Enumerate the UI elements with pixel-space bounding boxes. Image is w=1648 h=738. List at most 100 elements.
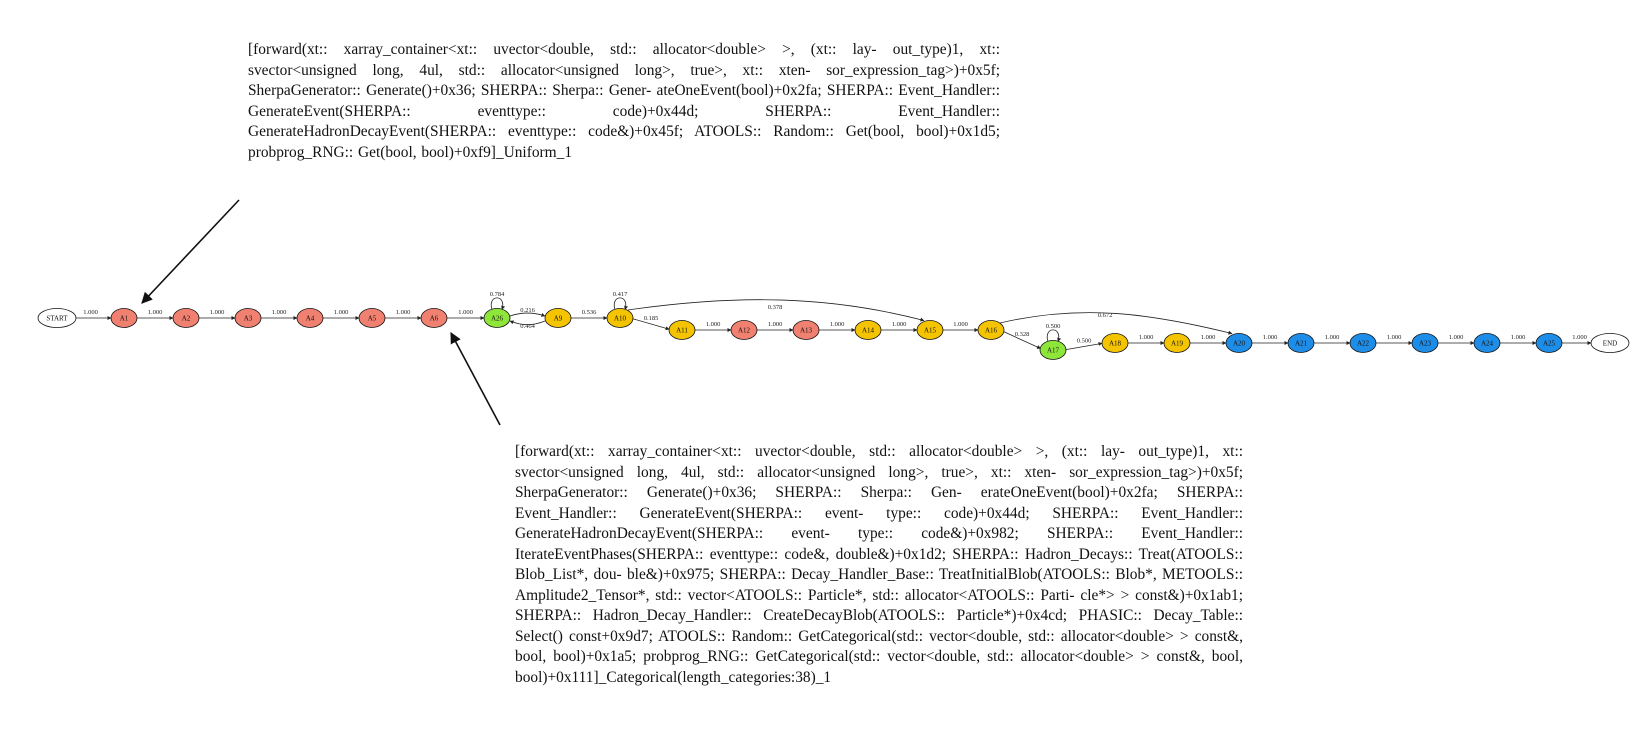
edge-probability-label: 1.000: [1263, 334, 1278, 341]
edge-A20-A21: 1.000: [1252, 334, 1289, 345]
node-ellipse: [1287, 333, 1315, 353]
edge-A26-A9: 0.216: [509, 307, 546, 317]
node-A3[interactable]: A3: [234, 308, 262, 328]
edge-probability-label: 0.536: [582, 309, 597, 316]
edge-A15-A16: 1.000: [943, 321, 979, 332]
node-A19[interactable]: A19: [1163, 333, 1191, 353]
edge-probability-label: 0.417: [613, 291, 628, 298]
node-label: A25: [1543, 340, 1556, 348]
pointer-arrow-top: [141, 199, 240, 304]
edge-probability-label: 1.000: [83, 309, 98, 316]
node-label: A10: [614, 315, 627, 323]
node-A15[interactable]: A15: [916, 320, 944, 340]
node-A26[interactable]: A26: [483, 308, 511, 328]
edge-A10-A10: 0.417: [613, 291, 628, 310]
edge-probability-label: 1.000: [1572, 334, 1587, 341]
node-ellipse: [1163, 333, 1191, 353]
node-A21[interactable]: A21: [1287, 333, 1315, 353]
edge-line: [999, 312, 1233, 335]
edge-A17-A18: 0.500: [1065, 338, 1103, 351]
edge-A10-A15: 0.378: [627, 299, 925, 322]
edge-A17-A17: 0.500: [1046, 323, 1062, 342]
edge-probability-label: 1.000: [1201, 334, 1216, 341]
node-A23[interactable]: A23: [1411, 333, 1439, 353]
edge-probability-label: 0.328: [1015, 331, 1030, 338]
node-label: A21: [1295, 340, 1308, 348]
node-label: A22: [1357, 340, 1370, 348]
edge-A2-A3: 1.000: [199, 309, 236, 320]
node-A20[interactable]: A20: [1225, 333, 1253, 353]
edge-A18-A19: 1.000: [1128, 334, 1165, 345]
node-label: A12: [738, 327, 751, 335]
node-A25[interactable]: A25: [1535, 333, 1563, 353]
edge-line: [490, 297, 506, 310]
edge-probability-label: 1.000: [1387, 334, 1402, 341]
node-A4[interactable]: A4: [296, 308, 324, 328]
node-A5[interactable]: A5: [358, 308, 386, 328]
edge-line: [627, 299, 925, 322]
edge-A21-A22: 1.000: [1314, 334, 1351, 345]
node-ellipse: [544, 308, 572, 328]
edge-probability-label: 0.500: [1077, 338, 1092, 345]
node-A18[interactable]: A18: [1101, 333, 1129, 353]
node-A11[interactable]: A11: [668, 320, 696, 340]
node-label: A18: [1109, 340, 1122, 348]
node-END[interactable]: END: [1590, 333, 1630, 353]
node-label: A19: [1171, 340, 1184, 348]
edge-probability-label: 0.464: [520, 323, 535, 330]
node-label: A11: [676, 327, 688, 335]
node-A9[interactable]: A9: [544, 308, 572, 328]
node-label: A16: [985, 327, 998, 335]
edge-probability-label: 0.216: [520, 307, 535, 314]
node-A13[interactable]: A13: [792, 320, 820, 340]
edge-A16-A20: 0.672: [999, 312, 1233, 335]
node-ellipse: [730, 320, 758, 340]
node-A24[interactable]: A24: [1473, 333, 1501, 353]
edge-A3-A4: 1.000: [261, 309, 298, 320]
node-A12[interactable]: A12: [730, 320, 758, 340]
node-ellipse: [483, 308, 511, 328]
node-label: START: [46, 315, 68, 323]
node-A6[interactable]: A6: [420, 308, 448, 328]
edge-probability-label: 1.000: [1511, 334, 1526, 341]
edge-A24-A25: 1.000: [1500, 334, 1537, 345]
node-ellipse: [1473, 333, 1501, 353]
edge-A9-A10: 0.536: [571, 309, 608, 320]
edge-probability-label: 0.185: [644, 315, 659, 322]
edge-A1-A2: 1.000: [137, 309, 174, 320]
edge-probability-label: 1.000: [892, 321, 907, 328]
node-ellipse: [358, 308, 386, 328]
edge-A25-END: 1.000: [1562, 334, 1592, 345]
node-A22[interactable]: A22: [1349, 333, 1377, 353]
edge-probability-label: 1.000: [1325, 334, 1340, 341]
edge-probability-label: 1.000: [334, 309, 349, 316]
edge-A5-A6: 1.000: [385, 309, 422, 320]
edge-line: [1065, 341, 1103, 351]
node-ellipse: [296, 308, 324, 328]
node-A2[interactable]: A2: [172, 308, 200, 328]
node-A17[interactable]: A17: [1039, 340, 1067, 360]
node-ellipse: [420, 308, 448, 328]
edge-A13-A14: 1.000: [819, 321, 856, 332]
node-ellipse: [1411, 333, 1439, 353]
node-A1[interactable]: A1: [110, 308, 138, 328]
node-A10[interactable]: A10: [606, 308, 634, 328]
node-A14[interactable]: A14: [854, 320, 882, 340]
edge-probability-label: 0.784: [490, 291, 505, 298]
edge-START-A1: 1.000: [76, 309, 112, 320]
node-ellipse: [1590, 333, 1630, 353]
node-label: A20: [1233, 340, 1246, 348]
node-A16[interactable]: A16: [977, 320, 1005, 340]
edge-line: [632, 318, 670, 331]
edge-A6-A26: 1.000: [447, 309, 485, 320]
node-START[interactable]: START: [37, 308, 77, 328]
node-label: A26: [491, 315, 504, 323]
pointer-arrow-bottom: [450, 332, 501, 426]
edge-probability-label: 1.000: [706, 321, 721, 328]
node-label: A15: [924, 327, 937, 335]
node-ellipse: [1101, 333, 1129, 353]
node-ellipse: [854, 320, 882, 340]
node-ellipse: [1535, 333, 1563, 353]
edge-probability-label: 1.000: [272, 309, 287, 316]
node-ellipse: [1225, 333, 1253, 353]
